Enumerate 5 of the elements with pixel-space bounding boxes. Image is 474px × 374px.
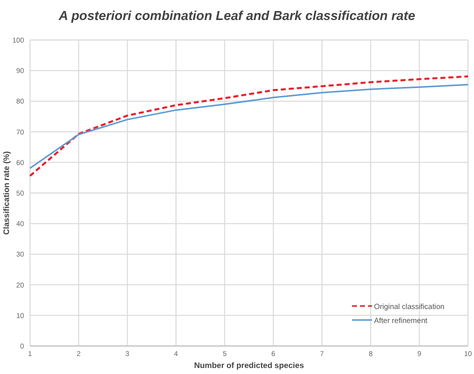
x-axis-title: Number of predicted species: [194, 361, 304, 370]
y-axis-title: Classification rate (%): [2, 150, 11, 235]
line-series: [29, 75, 469, 177]
line-series: [29, 84, 469, 169]
chart-title: A posteriori combination Leaf and Bark classification rate: [58, 8, 416, 23]
